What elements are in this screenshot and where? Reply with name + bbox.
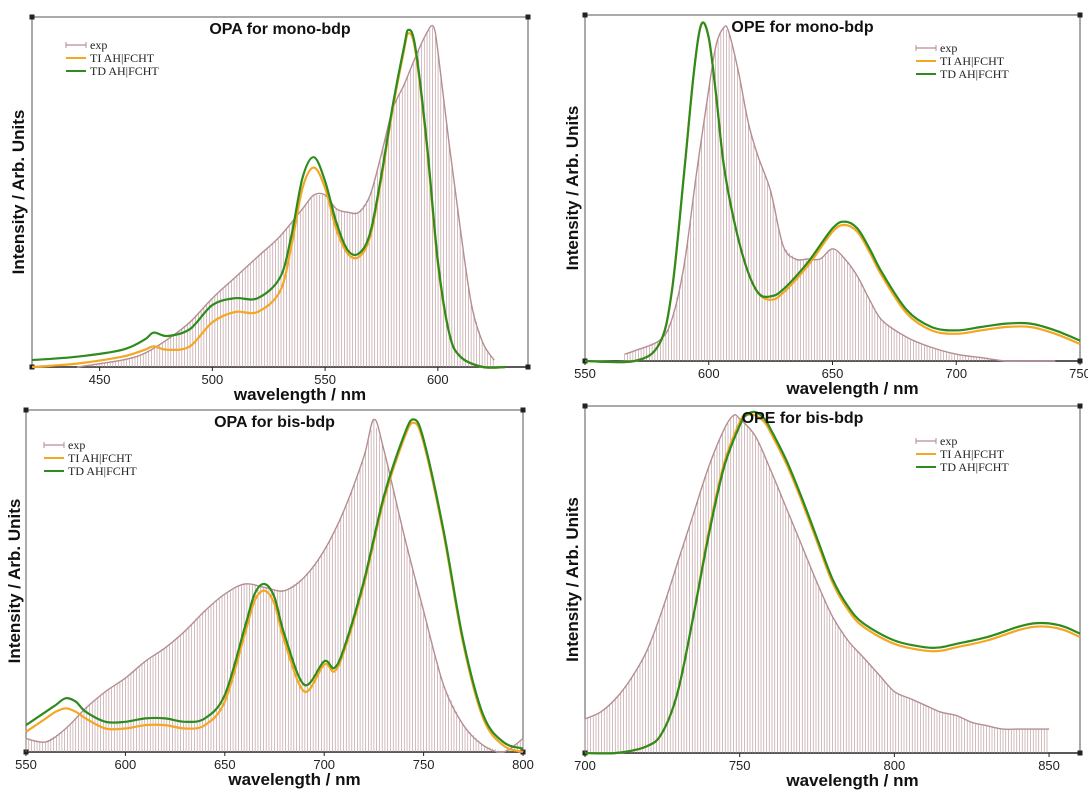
exp-envelope xyxy=(25,418,524,753)
x-tick-label: 550 xyxy=(15,757,37,772)
x-tick-label: 600 xyxy=(115,757,137,772)
y-axis-label: Intensity / Arb. Units xyxy=(563,497,582,662)
td-curve xyxy=(25,418,524,750)
exp-envelope xyxy=(584,414,1050,731)
legend-label: TI AH|FCHT xyxy=(940,447,1005,461)
x-tick-label: 650 xyxy=(822,366,844,381)
x-axis-label: wavelength / nm xyxy=(233,385,366,404)
legend-label: TI AH|FCHT xyxy=(90,51,155,65)
x-tick-label: 800 xyxy=(512,757,534,772)
corner-marker xyxy=(582,403,588,409)
td-curve xyxy=(31,28,506,369)
legend-label: TI AH|FCHT xyxy=(940,54,1005,68)
corner-marker xyxy=(525,14,531,20)
x-tick-label: 550 xyxy=(574,366,596,381)
corner-marker xyxy=(582,12,588,18)
y-axis-label: Intensity / Arb. Units xyxy=(9,110,28,275)
x-axis-label: wavelength / nm xyxy=(227,770,360,789)
exp-series xyxy=(584,414,1050,753)
exp-envelope xyxy=(76,24,495,368)
x-tick-label: 800 xyxy=(884,758,906,773)
legend-label: TD AH|FCHT xyxy=(940,67,1009,81)
chart-title: OPA for mono-bdp xyxy=(209,21,351,38)
x-tick-label: 650 xyxy=(214,757,236,772)
x-tick-label: 700 xyxy=(945,366,967,381)
x-tick-label: 850 xyxy=(1038,758,1060,773)
x-tick-label: 700 xyxy=(574,758,596,773)
corner-marker xyxy=(23,407,29,413)
x-tick-label: 550 xyxy=(314,372,336,387)
y-axis-label: Intensity / Arb. Units xyxy=(563,106,582,271)
chart-title: OPE for bis-bdp xyxy=(742,410,864,427)
x-tick-label: 600 xyxy=(698,366,720,381)
x-axis-label: wavelength / nm xyxy=(785,379,918,398)
corner-marker xyxy=(520,407,526,413)
x-tick-label: 750 xyxy=(729,758,751,773)
chart-title: OPA for bis-bdp xyxy=(214,414,335,431)
x-tick-label: 600 xyxy=(427,372,449,387)
exp-series xyxy=(624,25,1056,362)
legend-label: TD AH|FCHT xyxy=(68,464,137,478)
legend-label: exp xyxy=(68,438,85,452)
chart-panel-4: 700 750 800 850 OPE for bis-bdp wavelength / … xyxy=(563,403,1083,790)
x-axis-label: wavelength / nm xyxy=(785,771,918,790)
exp-series xyxy=(76,24,495,368)
x-tick-label: 750 xyxy=(1069,366,1088,381)
legend-label: TI AH|FCHT xyxy=(68,451,133,465)
legend-label: TD AH|FCHT xyxy=(940,460,1009,474)
x-tick-label: 450 xyxy=(89,372,111,387)
chart-title: OPE for mono-bdp xyxy=(731,19,873,36)
chart-panel-3: 550 600 650 700 750 800 OPA for bis-bdp wavelen… xyxy=(5,407,534,789)
y-axis-label: Intensity / Arb. Units xyxy=(5,499,24,664)
corner-marker xyxy=(1077,12,1083,18)
x-tick-label: 700 xyxy=(313,757,335,772)
exp-envelope xyxy=(624,25,1056,362)
legend-label: exp xyxy=(940,434,957,448)
x-tick-label: 750 xyxy=(413,757,435,772)
x-tick-label: 500 xyxy=(202,372,224,387)
legend-label: exp xyxy=(90,38,107,52)
td-curve xyxy=(584,410,1081,755)
chart-panel-2: 550 600 650 700 750 OPE for mono-bdp wavelengt… xyxy=(563,12,1088,398)
td-curve xyxy=(584,21,1081,364)
corner-marker xyxy=(29,14,35,20)
ti-curve xyxy=(31,32,506,369)
corner-marker xyxy=(1077,403,1083,409)
legend-label: exp xyxy=(940,41,957,55)
legend-label: TD AH|FCHT xyxy=(90,64,159,78)
chart-panel-1: 450 500 550 600 OPA for mono-bdp wavelength /… xyxy=(9,14,531,404)
